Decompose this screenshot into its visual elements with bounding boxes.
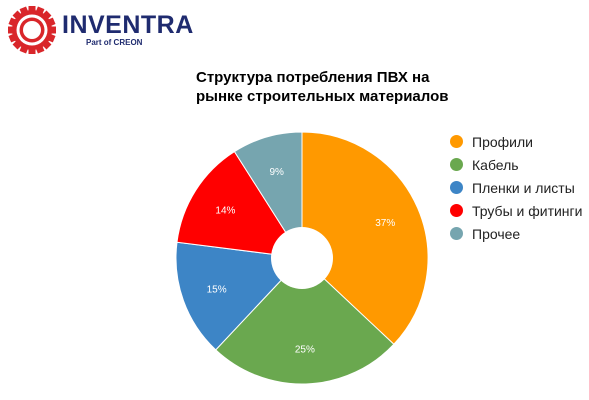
pie-slice-1 — [301, 131, 429, 345]
legend-swatch — [450, 181, 463, 194]
pie-slice-2 — [215, 257, 395, 385]
pie-slice-label-4: 14% — [215, 205, 235, 216]
chart-title: Структура потребления ПВХ на рынке строи… — [196, 68, 496, 106]
legend-item-2: Кабель — [450, 153, 582, 176]
legend-item-4: Трубы и фитинги — [450, 199, 582, 222]
legend-swatch — [450, 204, 463, 217]
chart-title-line-1: Структура потребления ПВХ на — [196, 69, 430, 86]
pie-slice-label-2: 25% — [295, 345, 315, 356]
brand-name: INVENTRA — [62, 11, 194, 39]
pie-slice-5 — [233, 131, 303, 260]
legend-swatch — [450, 135, 463, 148]
chart-legend: Профили Кабель Пленки и листы Трубы и фитин… — [450, 130, 582, 245]
donut-hole — [271, 227, 333, 289]
legend-item-5: Прочее — [450, 222, 582, 245]
legend-label: Кабель — [472, 156, 519, 173]
legend-label: Трубы и фитинги — [472, 202, 583, 219]
legend-swatch — [450, 158, 463, 171]
legend-label: Профили — [472, 133, 533, 150]
pie-slice-label-3: 15% — [207, 285, 227, 296]
pie-slice-4 — [176, 150, 303, 259]
legend-item-3: Пленки и листы — [450, 176, 582, 199]
pie-slice-3 — [175, 241, 304, 351]
brand-logo: INVENTRA Part of CREON — [6, 4, 194, 56]
legend-label: Прочее — [472, 225, 521, 242]
brand-tagline: Part of CREON — [86, 38, 143, 47]
legend-item-1: Профили — [450, 130, 582, 153]
gear-ring-logo-icon — [8, 6, 56, 54]
pie-slice-label-5: 9% — [269, 167, 284, 178]
legend-swatch — [450, 227, 463, 240]
pie-slice-label-1: 37% — [375, 218, 395, 229]
legend-label: Пленки и листы — [472, 179, 575, 196]
chart-title-line-2: рынке строительных материалов — [196, 88, 449, 105]
